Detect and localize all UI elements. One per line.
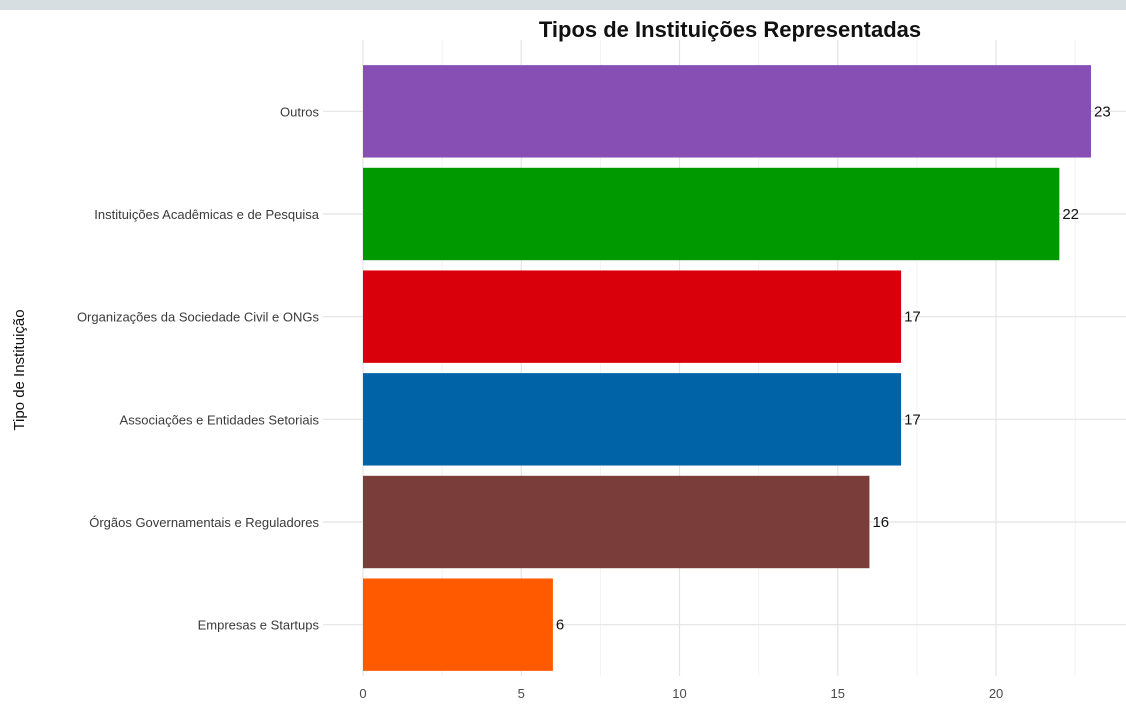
- value-label: 17: [904, 411, 921, 428]
- value-labels: 23 22 17 17 16 6: [556, 103, 1111, 633]
- category-label: Associações e Entidades Setoriais: [120, 412, 320, 427]
- value-label: 16: [872, 514, 889, 531]
- x-tick-label: 10: [672, 686, 686, 701]
- bar: [363, 167, 1060, 261]
- category-label: Órgãos Governamentais e Reguladores: [89, 515, 319, 530]
- x-tick-labels: 0 5 10 15 20: [359, 686, 1003, 701]
- x-tick-label: 15: [831, 686, 845, 701]
- value-label: 23: [1094, 103, 1111, 120]
- value-label: 6: [556, 617, 564, 634]
- bar: [363, 578, 553, 671]
- bar: [363, 475, 870, 569]
- value-label: 17: [904, 309, 921, 326]
- y-axis-title: Tipo de Instituição: [11, 309, 28, 430]
- value-label: 22: [1062, 206, 1079, 223]
- bar: [363, 65, 1092, 158]
- category-labels: Outros Instituições Acadêmicas e de Pesqu…: [77, 104, 320, 632]
- x-tick-label: 5: [518, 686, 525, 701]
- chart-title: Tipos de Instituições Representadas: [539, 17, 921, 42]
- bar: [363, 373, 902, 466]
- category-label: Empresas e Startups: [198, 618, 320, 633]
- x-tick-label: 20: [989, 686, 1003, 701]
- category-label: Organizações da Sociedade Civil e ONGs: [77, 310, 320, 325]
- x-tick-label: 0: [359, 686, 366, 701]
- category-label: Instituições Acadêmicas e de Pesquisa: [94, 207, 320, 222]
- bars: [363, 65, 1092, 671]
- category-label: Outros: [280, 104, 320, 119]
- bar: [363, 270, 902, 363]
- window-top-strip: [0, 0, 1126, 10]
